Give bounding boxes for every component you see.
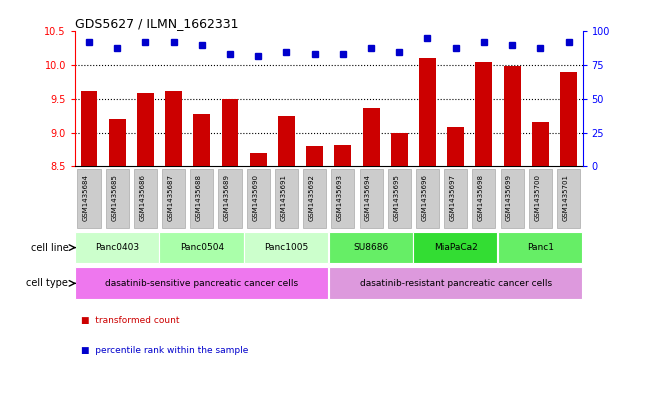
Bar: [221, 99, 238, 166]
Bar: [306, 146, 323, 166]
Bar: [329, 232, 413, 263]
Bar: [475, 62, 492, 166]
Bar: [81, 91, 98, 166]
Bar: [363, 108, 380, 166]
Text: Panc1005: Panc1005: [264, 243, 309, 252]
Text: GSM1435689: GSM1435689: [224, 174, 230, 221]
Text: GSM1435687: GSM1435687: [167, 174, 174, 221]
Bar: [162, 169, 185, 228]
Text: Panc0504: Panc0504: [180, 243, 224, 252]
Bar: [416, 169, 439, 228]
Bar: [335, 145, 352, 166]
Text: cell line: cell line: [31, 242, 68, 253]
Text: Panc1: Panc1: [527, 243, 554, 252]
Bar: [303, 169, 326, 228]
Text: GSM1435685: GSM1435685: [111, 174, 117, 221]
Text: GSM1435697: GSM1435697: [450, 174, 456, 221]
Bar: [165, 91, 182, 166]
Bar: [419, 59, 436, 166]
Bar: [109, 119, 126, 166]
Bar: [193, 114, 210, 166]
Text: ■  percentile rank within the sample: ■ percentile rank within the sample: [81, 346, 249, 355]
Bar: [250, 153, 267, 166]
Bar: [77, 169, 100, 228]
Text: GSM1435700: GSM1435700: [534, 174, 540, 221]
Bar: [529, 169, 552, 228]
Text: SU8686: SU8686: [353, 243, 389, 252]
Bar: [504, 66, 521, 166]
Text: cell type: cell type: [27, 278, 68, 288]
Bar: [388, 169, 411, 228]
Text: GSM1435684: GSM1435684: [83, 174, 89, 221]
Bar: [247, 169, 270, 228]
Bar: [473, 169, 495, 228]
Bar: [137, 94, 154, 166]
Bar: [532, 123, 549, 166]
Bar: [329, 268, 582, 299]
Text: GSM1435692: GSM1435692: [309, 174, 314, 221]
Bar: [134, 169, 157, 228]
Bar: [498, 232, 582, 263]
Text: GSM1435693: GSM1435693: [337, 174, 343, 221]
Text: GDS5627 / ILMN_1662331: GDS5627 / ILMN_1662331: [75, 17, 238, 30]
Text: dasatinib-sensitive pancreatic cancer cells: dasatinib-sensitive pancreatic cancer ce…: [105, 279, 298, 288]
Bar: [75, 232, 159, 263]
Text: Panc0403: Panc0403: [95, 243, 139, 252]
Bar: [560, 72, 577, 166]
Text: GSM1435686: GSM1435686: [139, 174, 145, 221]
Bar: [244, 232, 328, 263]
Bar: [190, 169, 214, 228]
Bar: [444, 169, 467, 228]
Text: GSM1435690: GSM1435690: [252, 174, 258, 221]
Bar: [219, 169, 242, 228]
Text: GSM1435696: GSM1435696: [421, 174, 428, 221]
Bar: [447, 127, 464, 166]
Text: MiaPaCa2: MiaPaCa2: [434, 243, 478, 252]
Bar: [159, 232, 243, 263]
Text: GSM1435691: GSM1435691: [281, 174, 286, 221]
Bar: [275, 169, 298, 228]
Bar: [278, 116, 295, 166]
Bar: [501, 169, 523, 228]
Bar: [75, 268, 328, 299]
Bar: [413, 232, 497, 263]
Bar: [391, 133, 408, 166]
Text: GSM1435695: GSM1435695: [393, 174, 399, 221]
Text: dasatinib-resistant pancreatic cancer cells: dasatinib-resistant pancreatic cancer ce…: [359, 279, 552, 288]
Bar: [105, 169, 129, 228]
Bar: [331, 169, 354, 228]
Text: GSM1435688: GSM1435688: [196, 174, 202, 221]
Text: GSM1435701: GSM1435701: [562, 174, 568, 221]
Bar: [359, 169, 383, 228]
Text: GSM1435698: GSM1435698: [478, 174, 484, 221]
Text: GSM1435699: GSM1435699: [506, 174, 512, 221]
Text: GSM1435694: GSM1435694: [365, 174, 371, 221]
Text: ■  transformed count: ■ transformed count: [81, 316, 180, 325]
Bar: [557, 169, 580, 228]
